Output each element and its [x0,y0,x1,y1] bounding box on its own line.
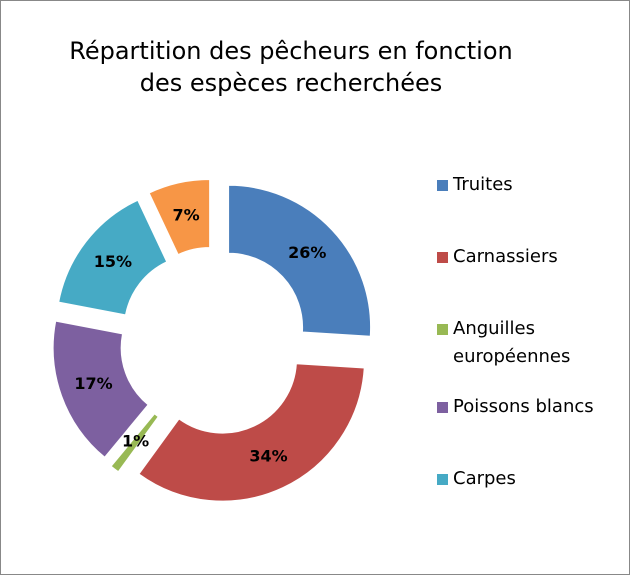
legend-label: Poissons blancs [453,396,594,417]
legend-item: Poissons blancs [437,393,622,421]
slice [110,413,159,473]
legend-swatch [437,180,448,191]
legend-item: Anguilles européennes [437,315,622,371]
data-label: 34% [249,446,287,465]
chart-title: Répartition des pêcheurs en fonction des… [69,37,513,97]
data-label: 17% [74,374,112,393]
legend-swatch [437,252,448,263]
data-label: 1% [122,432,149,451]
data-label: 26% [288,243,326,262]
data-label: 15% [94,252,132,271]
legend-label: Truites [453,174,513,195]
legend-item: Carnassiers [437,243,622,271]
legend-label: Carpes [453,468,516,489]
legend-label: Carnassiers [453,246,558,267]
slice [52,320,149,458]
legend-label: Anguilles européennes [453,318,571,367]
legend-item: Truites [437,171,622,199]
slice [58,199,168,316]
legend-swatch [437,324,448,335]
legend-swatch [437,474,448,485]
legend-swatch [437,402,448,413]
legend-item: Carpes [437,465,622,493]
data-label: 7% [172,206,199,225]
slice [148,178,211,256]
slice [138,363,365,502]
slice [228,184,372,337]
